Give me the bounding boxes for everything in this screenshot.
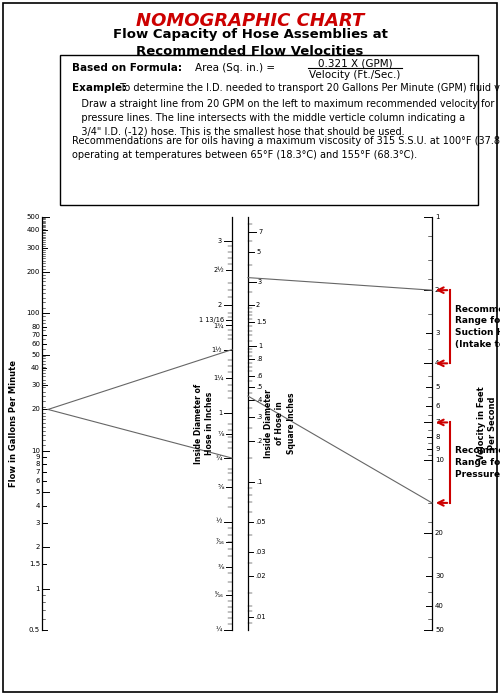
Text: Recommended Velocity
Range for
Suction Hoses
(Intake to Pump): Recommended Velocity Range for Suction H… bbox=[455, 304, 500, 349]
Text: 5: 5 bbox=[435, 384, 440, 390]
Text: .5: .5 bbox=[256, 384, 262, 390]
Text: 80: 80 bbox=[31, 324, 40, 329]
Text: 2: 2 bbox=[218, 302, 222, 308]
Text: NOMOGRAPHIC CHART: NOMOGRAPHIC CHART bbox=[136, 12, 364, 30]
Text: 6: 6 bbox=[435, 403, 440, 409]
Text: 9: 9 bbox=[435, 446, 440, 452]
Text: Velocity (Ft./Sec.): Velocity (Ft./Sec.) bbox=[310, 70, 400, 80]
Text: 3: 3 bbox=[36, 520, 40, 526]
Text: 9: 9 bbox=[36, 455, 40, 460]
Text: ½: ½ bbox=[216, 518, 222, 525]
Text: 0.321 X (GPM): 0.321 X (GPM) bbox=[318, 59, 392, 69]
Text: 5: 5 bbox=[36, 489, 40, 496]
Text: 70: 70 bbox=[31, 332, 40, 338]
Text: 300: 300 bbox=[26, 245, 40, 250]
Text: 0.5: 0.5 bbox=[29, 627, 40, 633]
Text: 2½: 2½ bbox=[213, 267, 224, 272]
Text: 2: 2 bbox=[435, 287, 440, 293]
Text: .03: .03 bbox=[255, 549, 266, 555]
Text: 7: 7 bbox=[435, 420, 440, 425]
Text: 1: 1 bbox=[435, 214, 440, 220]
Text: .8: .8 bbox=[256, 357, 262, 362]
Text: 3: 3 bbox=[435, 330, 440, 336]
Text: 30: 30 bbox=[435, 573, 444, 579]
Text: Recommended Velocity
Range for
Pressure Hoses: Recommended Velocity Range for Pressure … bbox=[455, 446, 500, 479]
Text: ⅜: ⅜ bbox=[218, 564, 224, 569]
Text: 40: 40 bbox=[435, 603, 444, 610]
Text: 50: 50 bbox=[435, 627, 444, 633]
Text: 8: 8 bbox=[36, 461, 40, 467]
Text: 50: 50 bbox=[31, 352, 40, 358]
Text: 200: 200 bbox=[26, 269, 40, 275]
Text: 4: 4 bbox=[36, 502, 40, 509]
Text: .4: .4 bbox=[256, 397, 262, 403]
Text: ⁷⁄₁₆: ⁷⁄₁₆ bbox=[215, 539, 224, 546]
Text: 5: 5 bbox=[256, 249, 260, 254]
Text: Recommendations are for oils having a maximum viscosity of 315 S.S.U. at 100°F (: Recommendations are for oils having a ma… bbox=[72, 136, 500, 160]
Text: ⅞: ⅞ bbox=[218, 431, 224, 437]
Text: Inside Diameter
of Hose in
Square Inches: Inside Diameter of Hose in Square Inches bbox=[264, 389, 296, 458]
Text: 10: 10 bbox=[31, 448, 40, 454]
Text: 2: 2 bbox=[256, 302, 260, 309]
Text: 1¼: 1¼ bbox=[214, 375, 224, 381]
Text: ¼: ¼ bbox=[216, 627, 222, 633]
Text: 1.5: 1.5 bbox=[256, 319, 266, 325]
Text: Flow Capacity of Hose Assemblies at
Recommended Flow Velocities: Flow Capacity of Hose Assemblies at Reco… bbox=[112, 28, 388, 58]
Text: 100: 100 bbox=[26, 310, 40, 316]
Text: 30: 30 bbox=[31, 382, 40, 389]
Text: .2: .2 bbox=[256, 438, 262, 444]
Text: 10: 10 bbox=[435, 457, 444, 463]
Text: .02: .02 bbox=[255, 573, 266, 579]
Text: .1: .1 bbox=[256, 479, 262, 484]
Text: 1½: 1½ bbox=[212, 347, 222, 352]
Text: 7: 7 bbox=[258, 229, 262, 235]
Text: 3: 3 bbox=[218, 238, 222, 244]
Text: 1.5: 1.5 bbox=[29, 562, 40, 567]
Text: Area (Sq. in.) =: Area (Sq. in.) = bbox=[195, 63, 275, 73]
Text: 1: 1 bbox=[36, 586, 40, 591]
Text: Based on Formula:: Based on Formula: bbox=[72, 63, 182, 73]
Text: 6: 6 bbox=[36, 478, 40, 484]
Text: 400: 400 bbox=[26, 227, 40, 234]
Text: 3: 3 bbox=[258, 279, 262, 284]
Text: 2: 2 bbox=[36, 544, 40, 550]
Text: 1 13/16: 1 13/16 bbox=[199, 317, 224, 323]
Text: To determine the I.D. needed to transport 20 Gallons Per Minute (GPM) fluid volu: To determine the I.D. needed to transpor… bbox=[117, 83, 500, 93]
Text: 7: 7 bbox=[36, 469, 40, 475]
Text: 1¾: 1¾ bbox=[214, 322, 224, 329]
Text: 8: 8 bbox=[435, 434, 440, 439]
Text: 1: 1 bbox=[258, 343, 262, 349]
Text: 1: 1 bbox=[218, 410, 222, 416]
Text: Inside Diameter of
Hose in Inches: Inside Diameter of Hose in Inches bbox=[194, 384, 214, 464]
Text: .05: .05 bbox=[255, 519, 266, 525]
Text: .01: .01 bbox=[255, 614, 266, 620]
Text: 60: 60 bbox=[31, 341, 40, 347]
Text: ⁵⁄₁₆: ⁵⁄₁₆ bbox=[215, 592, 224, 598]
Text: ¾: ¾ bbox=[216, 455, 222, 461]
Text: 500: 500 bbox=[26, 214, 40, 220]
Text: Draw a straight line from 20 GPM on the left to maximum recommended velocity for: Draw a straight line from 20 GPM on the … bbox=[72, 99, 494, 136]
Text: 4: 4 bbox=[435, 360, 440, 366]
Text: 40: 40 bbox=[31, 365, 40, 371]
Text: .6: .6 bbox=[256, 373, 262, 379]
Text: .3: .3 bbox=[256, 414, 262, 420]
Text: Velocity in Feet
Per Second: Velocity in Feet Per Second bbox=[477, 386, 497, 460]
Text: Flow in Gallons Per Minute: Flow in Gallons Per Minute bbox=[10, 360, 18, 487]
Text: 20: 20 bbox=[435, 530, 444, 537]
Text: Example:: Example: bbox=[72, 83, 126, 93]
FancyBboxPatch shape bbox=[60, 55, 478, 205]
Text: ⅝: ⅝ bbox=[218, 484, 224, 489]
Text: 20: 20 bbox=[31, 407, 40, 412]
